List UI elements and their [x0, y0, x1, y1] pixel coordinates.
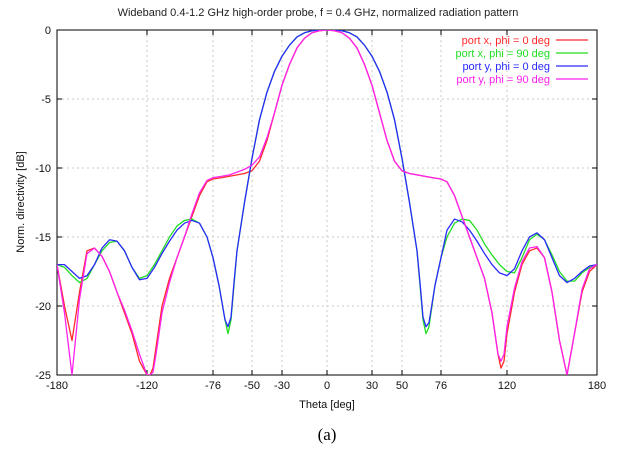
x-tick-label: 0	[324, 380, 330, 392]
x-tick-label: 50	[396, 380, 408, 392]
y-tick-label: 0	[45, 25, 51, 37]
y-tick-label: -5	[41, 94, 51, 106]
x-tick-label: 120	[498, 380, 516, 392]
x-axis-label: Theta [deg]	[299, 399, 355, 411]
x-tick-label: -180	[46, 380, 68, 392]
series-line-3	[57, 30, 597, 328]
y-tick-label: -25	[35, 370, 51, 382]
y-tick-label: -15	[35, 232, 51, 244]
series-lines	[57, 30, 597, 375]
chart-title: Wideband 0.4-1.2 GHz high-order probe, f…	[118, 7, 519, 19]
series-line-4	[57, 30, 597, 375]
y-axis-ticks: 0 -5 -10 -15 -20 -25	[35, 25, 597, 382]
y-tick-label: -10	[35, 163, 51, 175]
x-tick-label: 76	[435, 380, 447, 392]
x-tick-label: 180	[588, 380, 606, 392]
legend-label-4: port y, phi = 90 deg	[456, 74, 550, 86]
x-tick-label: -120	[136, 380, 158, 392]
caption: (a)	[318, 425, 337, 444]
y-tick-label: -20	[35, 301, 51, 313]
y-axis-label: Norm. directivity [dB]	[15, 151, 27, 252]
x-axis-ticks: -180 -120 -76 -50 -30 0 30 50 76 120 180	[46, 30, 606, 392]
legend-label-2: port x, phi = 90 deg	[456, 48, 550, 60]
x-tick-label: 30	[366, 380, 378, 392]
x-tick-label: -76	[205, 380, 221, 392]
legend-label-1: port x, phi = 0 deg	[462, 35, 550, 47]
legend-label-3: port y, phi = 0 deg	[462, 61, 550, 73]
series-line-1	[57, 30, 597, 375]
x-tick-label: -50	[244, 380, 260, 392]
series-line-2	[57, 30, 597, 335]
x-tick-label: -30	[274, 380, 290, 392]
